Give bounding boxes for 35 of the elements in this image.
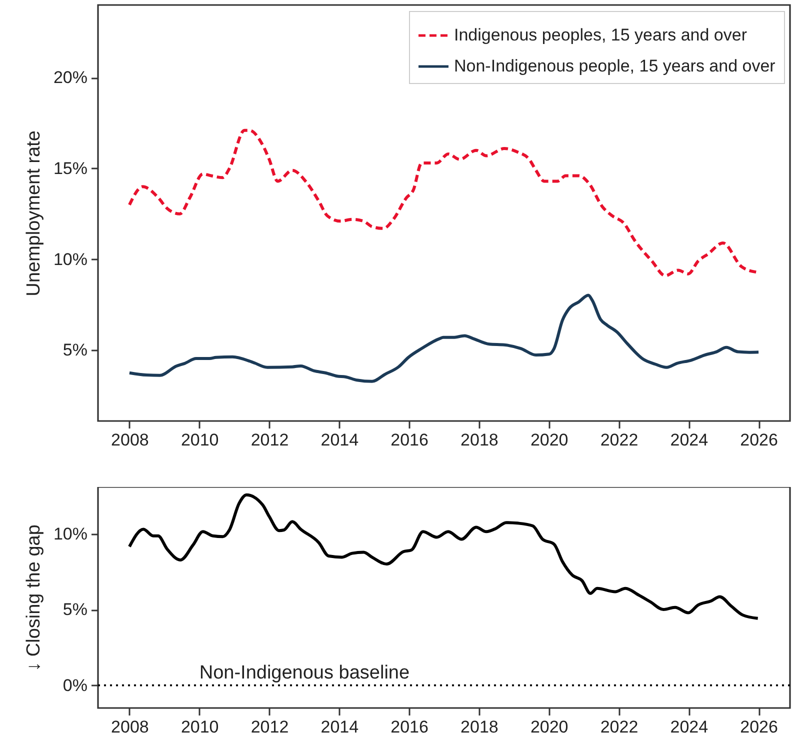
y-tick-label: 5%	[62, 340, 88, 360]
x-tick-label: 2022	[600, 430, 638, 450]
y-tick-label: 0%	[62, 676, 88, 695]
y-tick-label: 5%	[62, 600, 88, 620]
line-series	[128, 493, 760, 620]
ref-line-label: Non-Indigenous baseline	[199, 662, 410, 684]
y-tick-label: 20%	[53, 68, 88, 88]
x-tick-label: 2012	[250, 718, 289, 733]
y-axis-title: ↓ Closing the gap	[23, 524, 44, 672]
x-tick-label: 2020	[530, 430, 568, 450]
x-tick-label: 2014	[320, 718, 359, 733]
x-tick-label: 2018	[460, 718, 498, 733]
x-tick-label: 2026	[740, 718, 778, 733]
x-tick-label: 2022	[600, 718, 638, 733]
x-tick-label: 2008	[111, 430, 149, 450]
y-tick-label: 10%	[53, 250, 88, 269]
x-tick-label: 2020	[530, 718, 568, 733]
line-series	[128, 294, 760, 383]
x-tick-label: 2012	[250, 430, 289, 450]
y-tick-label: 10%	[53, 524, 88, 544]
x-tick-label: 2010	[180, 430, 219, 450]
x-tick-label: 2024	[670, 430, 708, 450]
legend-label: Indigenous peoples, 15 years and over	[454, 26, 748, 44]
x-tick-label: 2026	[740, 430, 778, 450]
x-tick-label: 2018	[460, 430, 498, 450]
x-tick-label: 2016	[390, 718, 428, 733]
legend-label: Non-Indigenous people, 15 years and over	[454, 56, 776, 76]
x-tick-label: 2024	[670, 718, 708, 733]
line-series	[128, 128, 758, 278]
y-tick-label: 15%	[53, 158, 88, 178]
x-tick-label: 2016	[390, 430, 428, 450]
x-tick-label: 2008	[111, 718, 149, 733]
x-tick-label: 2010	[180, 718, 219, 733]
x-tick-label: 2014	[320, 430, 359, 450]
y-axis-title: Unemployment rate	[23, 130, 44, 296]
